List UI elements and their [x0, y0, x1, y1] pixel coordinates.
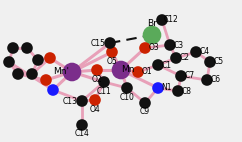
Text: O1: O1: [142, 67, 152, 77]
Point: [125, 87, 129, 89]
Point: [11, 47, 15, 49]
Point: [95, 69, 99, 71]
Point: [136, 71, 140, 73]
Point: [110, 51, 114, 53]
Point: [168, 44, 172, 46]
Text: O4: O4: [90, 105, 100, 113]
Point: [51, 89, 55, 91]
Text: Mn: Mn: [121, 65, 135, 75]
Point: [119, 69, 123, 71]
Text: C1: C1: [162, 60, 172, 69]
Text: C9: C9: [140, 107, 150, 116]
Point: [36, 59, 40, 61]
Point: [150, 34, 154, 36]
Text: C2: C2: [180, 54, 190, 62]
Point: [108, 42, 112, 44]
Text: C14: C14: [75, 130, 90, 138]
Point: [156, 64, 160, 66]
Point: [143, 47, 147, 49]
Point: [174, 57, 178, 59]
Text: C4: C4: [200, 48, 210, 57]
Text: C15: C15: [91, 38, 106, 48]
Text: O3: O3: [149, 43, 159, 53]
Point: [80, 100, 84, 102]
Text: C5: C5: [214, 58, 224, 66]
Point: [7, 61, 11, 63]
Point: [80, 124, 84, 126]
Text: C8: C8: [182, 86, 192, 96]
Text: Mn': Mn': [53, 67, 69, 77]
Point: [93, 99, 97, 101]
Point: [194, 51, 198, 53]
Point: [208, 61, 212, 63]
Point: [16, 73, 20, 75]
Point: [179, 75, 183, 77]
Text: O2: O2: [92, 75, 102, 83]
Point: [44, 79, 48, 81]
Point: [156, 87, 160, 89]
Text: C7: C7: [185, 72, 195, 81]
Point: [160, 19, 164, 21]
Text: C13: C13: [63, 97, 77, 106]
Text: C11: C11: [97, 86, 111, 96]
Point: [102, 81, 106, 83]
Point: [48, 57, 52, 59]
Text: N1: N1: [162, 83, 172, 92]
Point: [25, 47, 29, 49]
Text: C10: C10: [120, 92, 135, 102]
Point: [30, 73, 34, 75]
Point: [70, 71, 74, 73]
Text: C3: C3: [174, 40, 184, 50]
Point: [205, 79, 209, 81]
Text: Br: Br: [147, 19, 157, 29]
Point: [143, 102, 147, 104]
Text: C6: C6: [211, 76, 221, 84]
Text: C12: C12: [164, 15, 178, 25]
Text: O5: O5: [107, 57, 117, 65]
Point: [176, 90, 180, 92]
